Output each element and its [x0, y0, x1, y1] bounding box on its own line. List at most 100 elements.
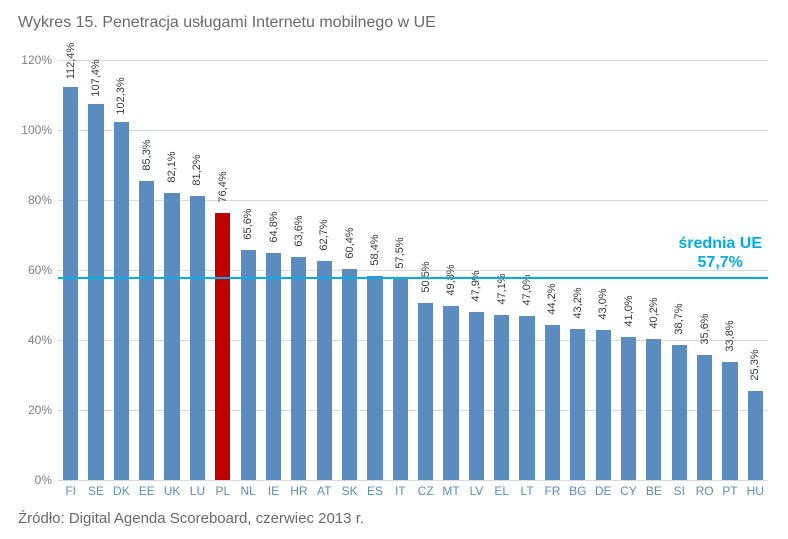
bar-category-label: LU — [190, 480, 205, 498]
bar-rect — [241, 250, 256, 480]
chart-container: Wykres 15. Penetracja usługami Internetu… — [0, 0, 788, 539]
bar-slot: 107,4%SE — [83, 60, 108, 480]
bar-rect — [114, 122, 129, 480]
bar-category-label: BG — [569, 480, 586, 498]
bar-slot: 64,8%IE — [261, 60, 286, 480]
bar-slot: 49,8%MT — [438, 60, 463, 480]
bar-slot: 82,1%UK — [159, 60, 184, 480]
bar-category-label: AT — [317, 480, 331, 498]
y-axis-tick-label: 80% — [28, 193, 58, 207]
bar-slot: 44,2%FR — [540, 60, 565, 480]
bar-rect — [722, 362, 737, 480]
bar-category-label: IE — [268, 480, 279, 498]
avg-label-line1: średnia UE — [678, 235, 762, 252]
bar-category-label: HR — [290, 480, 307, 498]
bar-category-label: LT — [521, 480, 534, 498]
bar-value-label: 43,2% — [572, 287, 584, 318]
bar-slot: 47,0%LT — [514, 60, 539, 480]
bar-slot: 43,0%DE — [591, 60, 616, 480]
plot-area: 0%20%40%60%80%100%120%112,4%FI107,4%SE10… — [58, 60, 768, 480]
average-label: średnia UE57,7% — [678, 234, 762, 272]
bar-value-label: 38,7% — [673, 303, 685, 334]
bar-value-label: 41,0% — [623, 295, 635, 326]
y-axis-tick-label: 20% — [28, 403, 58, 417]
bar-rect — [443, 306, 458, 480]
bar-rect — [545, 325, 560, 480]
bar-rect — [291, 257, 306, 480]
bar-value-label: 40,2% — [648, 298, 660, 329]
bar-value-label: 81,2% — [191, 154, 203, 185]
bar-category-label: NL — [241, 480, 256, 498]
y-axis-tick-label: 60% — [28, 263, 58, 277]
bar-value-label: 62,7% — [318, 219, 330, 250]
average-line — [58, 277, 768, 279]
bar-category-label: CZ — [418, 480, 434, 498]
bar-value-label: 60,4% — [344, 227, 356, 258]
bar-category-label: EL — [494, 480, 509, 498]
bar-rect — [596, 330, 611, 481]
y-axis-tick-label: 0% — [35, 473, 58, 487]
bar-value-label: 82,1% — [166, 151, 178, 182]
bar-value-label: 112,4% — [65, 42, 77, 79]
chart-title: Wykres 15. Penetracja usługami Internetu… — [18, 14, 436, 32]
bar-rect — [621, 337, 636, 481]
bar-slot: 85,3%EE — [134, 60, 159, 480]
bar-value-label: 102,3% — [115, 77, 127, 114]
chart-source: Źródło: Digital Agenda Scoreboard, czerw… — [18, 510, 364, 527]
bar-value-label: 58,4% — [369, 234, 381, 265]
y-axis-tick-label: 120% — [21, 53, 58, 67]
y-axis-tick-label: 40% — [28, 333, 58, 347]
y-axis-tick-label: 100% — [21, 123, 58, 137]
bar-rect — [697, 355, 712, 480]
bar-rect — [570, 329, 585, 480]
bar-slot: 41,0%CY — [616, 60, 641, 480]
bars-group: 112,4%FI107,4%SE102,3%DK85,3%EE82,1%UK81… — [58, 60, 768, 480]
bar-rect — [266, 253, 281, 480]
bar-value-label: 33,8% — [724, 320, 736, 351]
bar-category-label: PL — [215, 480, 230, 498]
bar-value-label: 43,0% — [597, 288, 609, 319]
bar-category-label: SE — [88, 480, 104, 498]
bar-rect — [342, 269, 357, 480]
bar-rect — [367, 276, 382, 480]
bar-rect — [164, 193, 179, 480]
bar-rect — [215, 213, 230, 480]
bar-rect — [190, 196, 205, 480]
bar-slot: 40,2%BE — [641, 60, 666, 480]
bar-category-label: HU — [747, 480, 764, 498]
bar-slot: 63,6%HR — [286, 60, 311, 480]
bar-category-label: CY — [620, 480, 637, 498]
bar-category-label: ES — [367, 480, 383, 498]
bar-value-label: 85,3% — [141, 140, 153, 171]
bar-value-label: 35,6% — [699, 314, 711, 345]
bar-slot: 43,2%BG — [565, 60, 590, 480]
bar-value-label: 65,6% — [242, 209, 254, 240]
bar-value-label: 47,9% — [470, 271, 482, 302]
bar-slot: 58,4%ES — [362, 60, 387, 480]
bar-slot: 102,3%DK — [109, 60, 134, 480]
bar-category-label: BE — [646, 480, 662, 498]
bar-slot: 57,5%IT — [388, 60, 413, 480]
bar-category-label: FR — [544, 480, 560, 498]
bar-value-label: 44,2% — [546, 284, 558, 315]
bar-category-label: MT — [442, 480, 459, 498]
bar-category-label: SK — [342, 480, 358, 498]
bar-rect — [393, 279, 408, 480]
bar-category-label: IT — [395, 480, 406, 498]
bar-slot: 62,7%AT — [312, 60, 337, 480]
bar-rect — [494, 315, 509, 480]
bar-slot: 47,9%LV — [464, 60, 489, 480]
bar-rect — [519, 316, 534, 481]
bar-rect — [139, 181, 154, 480]
bar-category-label: UK — [164, 480, 181, 498]
bar-rect — [317, 261, 332, 480]
bar-slot: 81,2%LU — [185, 60, 210, 480]
bar-rect — [418, 303, 433, 480]
bar-value-label: 64,8% — [268, 212, 280, 243]
bar-slot: 112,4%FI — [58, 60, 83, 480]
bar-category-label: DE — [595, 480, 612, 498]
bar-slot: 65,6%NL — [236, 60, 261, 480]
bar-value-label: 107,4% — [90, 59, 102, 96]
bar-slot: 50,5%CZ — [413, 60, 438, 480]
bar-value-label: 57,5% — [394, 237, 406, 268]
